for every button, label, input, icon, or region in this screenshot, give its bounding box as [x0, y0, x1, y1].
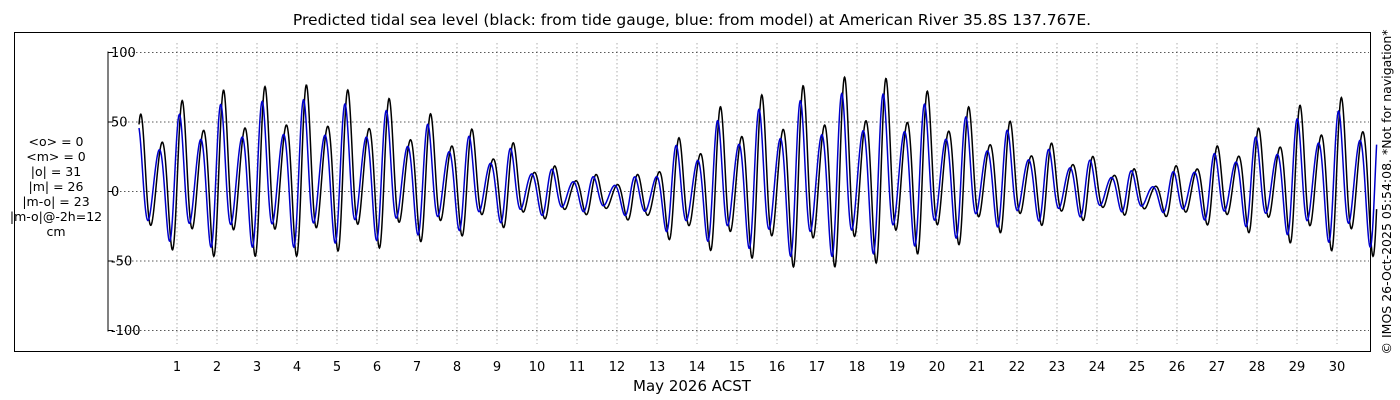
x-tick-label: 27: [1209, 360, 1226, 375]
x-tick-label: 26: [1169, 360, 1186, 375]
y-tick-label: -100: [111, 324, 141, 339]
x-tick-label: 12: [609, 360, 626, 375]
outer-frame: [14, 32, 1371, 352]
x-tick-label: 13: [649, 360, 666, 375]
stat-mean-model: <m> = 0: [26, 149, 86, 164]
x-tick-label: 9: [493, 360, 501, 375]
y-tick-label: 100: [111, 46, 136, 61]
x-tick-label: 25: [1129, 360, 1146, 375]
x-tick-label: 28: [1249, 360, 1266, 375]
x-tick-label: 15: [729, 360, 746, 375]
x-tick-label: 11: [569, 360, 586, 375]
chart-title: Predicted tidal sea level (black: from t…: [293, 11, 1091, 29]
stat-abs-model: |m| = 26: [28, 179, 84, 194]
x-tick-label: 7: [413, 360, 421, 375]
stat-abs-diff-lag: |m-o|@-2h=12: [9, 209, 103, 224]
x-tick-label: 16: [769, 360, 786, 375]
stats-panel: <o> = 0 <m> = 0 |o| = 31 |m| = 26 |m-o| …: [0, 134, 112, 239]
stat-abs-diff: |m-o| = 23: [22, 194, 90, 209]
series-line-tide-gauge: [138, 75, 1378, 269]
x-tick-label: 29: [1289, 360, 1306, 375]
x-tick-label: 5: [333, 360, 341, 375]
x-axis-label: May 2026 ACST: [633, 377, 752, 395]
x-tick-label: 24: [1089, 360, 1106, 375]
y-axis: -100 -50 0 50 100: [108, 46, 141, 339]
x-tick-label: 4: [293, 360, 301, 375]
series-line-model: [138, 92, 1378, 258]
x-tick-label: 1: [173, 360, 181, 375]
x-tick-label: 18: [849, 360, 866, 375]
stat-mean-obs: <o> = 0: [28, 134, 84, 149]
x-tick-label: 2: [213, 360, 221, 375]
x-tick-label: 3: [253, 360, 261, 375]
y-tick-label: -50: [111, 255, 132, 270]
x-tick-label: 6: [373, 360, 381, 375]
x-tick-label: 17: [809, 360, 826, 375]
stat-unit: cm: [46, 224, 66, 239]
x-tick-label: 10: [529, 360, 546, 375]
copyright-note: © IMOS 26-Oct-2025 05:54:08. *Not for na…: [1379, 30, 1394, 355]
y-tick-label: 0: [111, 185, 119, 200]
y-tick-label: 50: [111, 116, 128, 131]
x-tick-label: 23: [1049, 360, 1066, 375]
stat-abs-obs: |o| = 31: [30, 164, 82, 179]
x-tick-label: 14: [689, 360, 706, 375]
x-axis: 1 2 3 4 5 6 7 8 9 10 11 12 13 14 15 16 17 18 19 20 21 22 23 24 2…: [173, 360, 1345, 375]
x-tick-label: 19: [889, 360, 906, 375]
x-tick-label: 20: [929, 360, 946, 375]
x-tick-label: 30: [1329, 360, 1346, 375]
x-tick-label: 8: [453, 360, 461, 375]
x-tick-label: 21: [969, 360, 986, 375]
x-tick-label: 22: [1009, 360, 1026, 375]
